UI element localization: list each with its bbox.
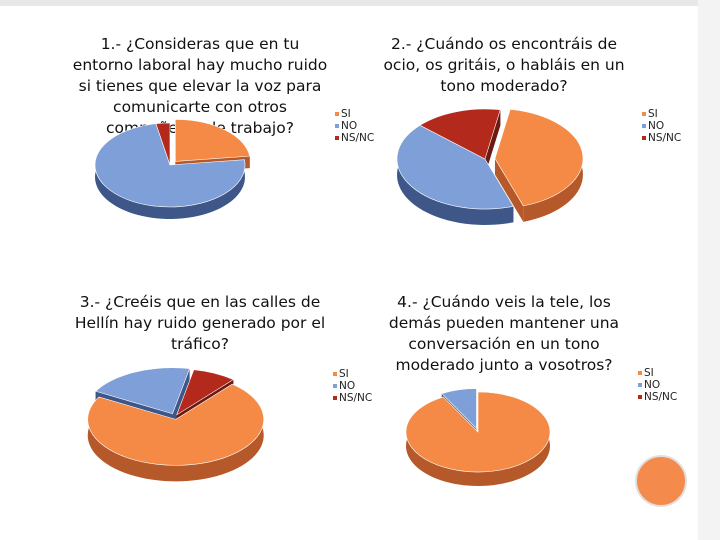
- pie-slice-side-no: [397, 125, 514, 225]
- chart-1-title-line: comunicarte con otros: [113, 98, 287, 116]
- chart-2-title-line: 2.- ¿Cuándo os encontráis de: [390, 35, 618, 53]
- legend-swatch-no: [642, 124, 646, 128]
- chart-3-title-line: 3.- ¿Creéis que en las calles de: [79, 293, 321, 311]
- legend-label: NS/NC: [339, 392, 373, 404]
- pie-slice-si: [494, 108, 584, 207]
- pie-slice-no: [396, 124, 514, 210]
- pie-slice-no: [94, 123, 246, 208]
- legend-swatch-no: [333, 384, 337, 388]
- legend-item-nsnc: NS/NC: [335, 132, 374, 144]
- legend-item-no: NO: [335, 120, 374, 132]
- legend-label: NS/NC: [648, 132, 682, 144]
- chart-2-title-line: ocio, os gritáis, o habláis en un: [383, 56, 625, 74]
- legend-swatch-no: [335, 124, 339, 128]
- chart-3-title-line: tráfico?: [171, 335, 229, 353]
- chart-3-pie: [87, 367, 265, 482]
- legend-item-no: NO: [638, 379, 677, 391]
- chart-3-legend: SI NO NS/NC: [333, 368, 372, 404]
- legend-label: NO: [648, 120, 665, 132]
- legend-label: SI: [339, 368, 349, 380]
- chart-4-title-line: conversación en un tono: [408, 335, 600, 353]
- legend-item-nsnc: NS/NC: [642, 132, 681, 144]
- legend-swatch-si: [642, 112, 646, 116]
- chart-4-title: 4.- ¿Cuándo veis la tele, los demás pued…: [368, 292, 640, 376]
- legend-swatch-si: [638, 371, 642, 375]
- chart-1-title-line: 1.- ¿Consideras que en tu: [100, 35, 300, 53]
- legend-label: NO: [341, 120, 358, 132]
- pie-slice-si: [87, 383, 265, 466]
- decorative-circle: [635, 455, 687, 507]
- pie-slice-nsnc: [176, 369, 234, 416]
- legend-label: SI: [648, 108, 658, 120]
- legend-item-si: SI: [642, 108, 681, 120]
- legend-swatch-nsnc: [642, 136, 646, 140]
- chart-1-legend: SI NO NS/NC: [335, 108, 374, 144]
- chart-3-title-line: Hellín hay ruido generado por el: [74, 314, 326, 332]
- legend-label: NO: [339, 380, 356, 392]
- legend-item-no: NO: [642, 120, 681, 132]
- chart-4-title-line: moderado junto a vosotros?: [395, 356, 613, 374]
- legend-swatch-nsnc: [335, 136, 339, 140]
- pie-slice-wall-si: [494, 158, 524, 222]
- legend-swatch-si: [333, 372, 337, 376]
- pie-slice-no: [95, 367, 190, 415]
- chart-2-legend: SI NO NS/NC: [642, 108, 681, 144]
- chart-1-title: 1.- ¿Consideras que en tu entorno labora…: [60, 34, 340, 139]
- legend-item-si: SI: [335, 108, 374, 120]
- legend-swatch-no: [638, 383, 642, 387]
- chart-2-title-line: tono moderado?: [440, 77, 568, 95]
- legend-item-si: SI: [333, 368, 372, 380]
- chart-4-legend: SI NO NS/NC: [638, 367, 677, 403]
- legend-label: NS/NC: [644, 391, 678, 403]
- pie-slice-si: [405, 391, 551, 473]
- pie-slice-nsnc: [155, 122, 171, 166]
- chart-1-pie: [94, 119, 251, 219]
- pie-slice-nsnc: [419, 108, 501, 160]
- legend-swatch-si: [335, 112, 339, 116]
- slide-top-band: [0, 0, 720, 6]
- chart-4-title-line: 4.- ¿Cuándo veis la tele, los: [397, 293, 611, 311]
- legend-item-nsnc: NS/NC: [333, 392, 372, 404]
- chart-3-title: 3.- ¿Creéis que en las calles de Hellín …: [60, 292, 340, 355]
- chart-1-title-line: entorno laboral hay mucho ruido: [72, 56, 328, 74]
- legend-item-si: SI: [638, 367, 677, 379]
- legend-label: NS/NC: [341, 132, 375, 144]
- chart-1-title-line: si tienes que elevar la voz para: [78, 77, 322, 95]
- pie-slice-no: [441, 388, 477, 430]
- chart-4-pie: [405, 388, 551, 486]
- legend-label: SI: [341, 108, 351, 120]
- legend-label: SI: [644, 367, 654, 379]
- legend-item-no: NO: [333, 380, 372, 392]
- slide-right-band: [698, 0, 720, 540]
- chart-4-title-line: demás pueden mantener una: [388, 314, 620, 332]
- chart-2-title: 2.- ¿Cuándo os encontráis de ocio, os gr…: [368, 34, 640, 97]
- legend-label: NO: [644, 379, 661, 391]
- legend-swatch-nsnc: [638, 395, 642, 399]
- pie-slice-si: [174, 119, 251, 162]
- legend-item-nsnc: NS/NC: [638, 391, 677, 403]
- pie-slice-wall-nsnc: [485, 109, 501, 175]
- chart-2-pie: [396, 108, 584, 225]
- legend-swatch-nsnc: [333, 396, 337, 400]
